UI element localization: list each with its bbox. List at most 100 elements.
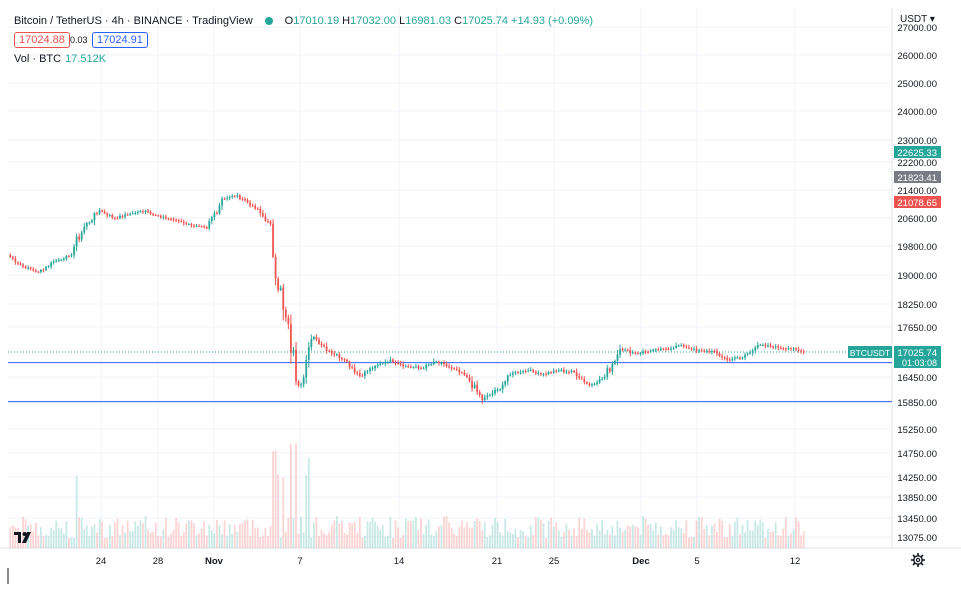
volume-bar (784, 517, 787, 548)
volume-bar (435, 531, 438, 548)
volume-bar (713, 523, 716, 548)
candle-body (80, 232, 83, 240)
volume-bar (629, 526, 632, 548)
candle-body (647, 351, 649, 353)
volume-bar (11, 525, 14, 548)
candle-body (412, 367, 415, 369)
volume-bar (690, 536, 693, 548)
price-tick-label: 19000.00 (897, 271, 937, 282)
candle-body (466, 375, 468, 377)
candle-body (458, 369, 461, 373)
volume-bar (42, 536, 45, 548)
volume-bar (744, 532, 746, 548)
candle-body (616, 354, 619, 361)
volume-bar (386, 535, 389, 548)
volume-bar (310, 537, 313, 548)
price-axis[interactable]: 27000.00 26000.00 25000.00 24000.00 23000.00… (848, 23, 941, 544)
candle-body (103, 211, 106, 214)
candle-body (70, 255, 73, 257)
candle-body (440, 362, 443, 364)
candle-body (333, 353, 336, 355)
candle-body (445, 364, 448, 367)
volume-bar (578, 517, 581, 548)
volume-bar (264, 527, 267, 548)
candle-body (172, 219, 175, 221)
tradingview-logo-icon[interactable] (12, 528, 36, 548)
volume-bar (802, 531, 805, 548)
candle-body (596, 382, 598, 384)
chart-legend: Bitcoin / TetherUS · 4h · BINANCE · Trad… (14, 15, 593, 27)
volume-bar (782, 528, 785, 548)
volume-bar (453, 533, 456, 548)
candle-body (259, 208, 262, 214)
volume-bar (570, 535, 573, 548)
volume-bar (364, 535, 366, 548)
candle-body (417, 366, 420, 368)
buy-button[interactable]: 17024.91 (92, 32, 148, 48)
symbol-title[interactable]: Bitcoin / TetherUS · 4h · BINANCE · Trad… (14, 15, 253, 27)
volume-bar (68, 537, 70, 548)
candle-body (532, 369, 535, 372)
volume-bar (522, 531, 524, 548)
volume-bar (236, 531, 239, 548)
volume-bar (445, 516, 448, 548)
candle-body (578, 376, 581, 379)
price-tick-label: 13850.00 (897, 493, 937, 504)
candle-body (662, 348, 665, 350)
volume-bar (440, 525, 443, 548)
volume-bar (369, 521, 371, 548)
candle-body (236, 195, 239, 197)
candle-body (32, 269, 35, 271)
candle-body (435, 361, 438, 363)
volume-bar (139, 520, 142, 548)
volume-bar (800, 535, 803, 548)
volume-bar (312, 522, 315, 548)
candle-body (726, 358, 729, 360)
horizontal-lines[interactable] (8, 351, 892, 403)
candle-body (802, 351, 805, 353)
volume-bar (205, 535, 208, 548)
candle-body (39, 269, 42, 273)
candle-body (264, 216, 267, 221)
volume-bar (295, 443, 297, 548)
volume-bar (476, 518, 479, 548)
volume-bar (180, 535, 183, 548)
volume-bar (297, 533, 300, 548)
candle-body (634, 352, 637, 354)
volume-bar (575, 536, 578, 548)
sell-button[interactable]: 17024.88 (14, 32, 70, 48)
volume-bar (17, 527, 19, 548)
volume-bar (78, 517, 81, 548)
candle-body (682, 345, 685, 347)
time-tick-label: 24 (96, 556, 107, 567)
candle-body (353, 368, 356, 373)
candle-body (570, 370, 573, 372)
candle-body (565, 371, 568, 373)
volume-bar (111, 535, 114, 548)
gear-icon[interactable] (910, 552, 926, 568)
candle-body (593, 383, 596, 385)
candle-body (129, 213, 132, 215)
candle-body (501, 384, 504, 390)
volume-bar (542, 523, 545, 548)
volume-bar (14, 527, 17, 548)
volume-bar (718, 518, 721, 548)
price-tag (894, 146, 941, 158)
price-tick-label: 21400.00 (897, 186, 937, 197)
volume-bar (608, 534, 611, 548)
time-tick-label: Dec (632, 556, 649, 567)
volume-bar (420, 518, 422, 548)
volume-bar (606, 530, 609, 548)
candle-body (330, 351, 333, 354)
candle-body (162, 216, 165, 218)
volume-bar (417, 529, 420, 548)
volume-bar (292, 517, 295, 548)
candle-body (29, 267, 32, 270)
candle-body (233, 195, 236, 197)
volume-bar (47, 535, 50, 548)
currency-dropdown[interactable]: USDT ▾ (900, 14, 935, 25)
time-axis[interactable]: 24 28 Nov 7 14 21 25 Dec 5 12 (96, 556, 801, 567)
candle-body (404, 366, 407, 368)
